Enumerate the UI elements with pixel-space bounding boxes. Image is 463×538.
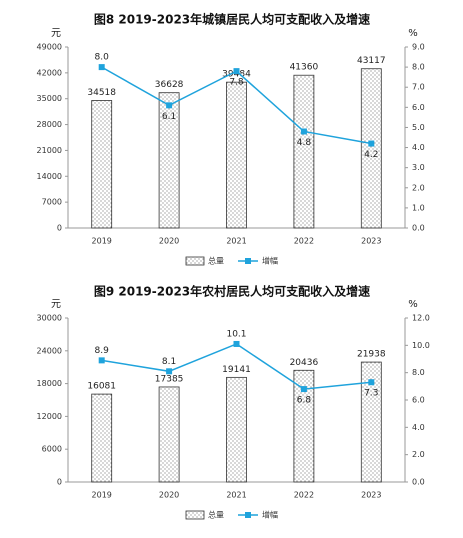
- growth-marker: [368, 140, 375, 147]
- y-tick-label: 0: [57, 478, 62, 487]
- growth-marker: [98, 357, 105, 364]
- y-tick-label: 12000: [37, 412, 62, 421]
- bar-value-label: 39484: [222, 70, 251, 80]
- y2-tick-label: 10.0: [412, 341, 430, 350]
- y2-axis-label: %: [408, 28, 418, 39]
- y2-tick-label: 2.0: [412, 450, 425, 459]
- x-tick-label: 2023: [361, 491, 381, 500]
- bar: [158, 386, 180, 483]
- y-tick-label: 6000: [42, 445, 62, 454]
- bar: [360, 68, 382, 229]
- bar-value-label: 43117: [357, 56, 386, 66]
- legend-swatch: [185, 256, 205, 266]
- y-tick-label: 30000: [37, 314, 62, 323]
- y-tick-label: 14000: [37, 172, 62, 181]
- growth-value-label: 6.8: [297, 396, 312, 406]
- y2-tick-label: 5.0: [412, 123, 425, 132]
- growth-value-label: 6.1: [162, 112, 176, 122]
- y-tick-label: 0: [57, 224, 62, 233]
- bar-value-label: 20436: [290, 358, 319, 368]
- y-axis-label: 元: [51, 28, 61, 39]
- growth-value-label: 8.9: [95, 346, 110, 356]
- bar: [158, 92, 180, 229]
- growth-marker: [166, 102, 173, 109]
- x-tick-label: 2022: [294, 237, 314, 246]
- chart-title: 图9 2019-2023年农村居民人均可支配收入及增速: [94, 284, 370, 299]
- bar: [293, 369, 315, 483]
- y2-tick-label: 4.0: [412, 423, 425, 432]
- y2-tick-label: 4.0: [412, 143, 425, 152]
- bar: [226, 81, 247, 229]
- growth-marker: [166, 368, 173, 375]
- growth-value-label: 4.2: [364, 150, 378, 160]
- legend-marker: [245, 258, 251, 264]
- growth-value-label: 8.1: [162, 357, 176, 367]
- bar-value-label: 16081: [87, 382, 116, 392]
- y2-tick-label: 0.0: [412, 224, 425, 233]
- x-tick-label: 2022: [294, 491, 314, 500]
- bar: [91, 393, 113, 483]
- legend-label: 总量: [208, 256, 224, 266]
- bar-value-label: 41360: [290, 63, 319, 73]
- y-tick-label: 18000: [37, 379, 62, 388]
- y2-tick-label: 1.0: [412, 203, 425, 212]
- growth-marker: [233, 340, 240, 347]
- y-tick-label: 35000: [37, 94, 62, 103]
- chart-title: 图8 2019-2023年城镇居民人均可支配收入及增速: [94, 12, 370, 27]
- y2-tick-label: 8.0: [412, 63, 425, 72]
- x-tick-label: 2020: [159, 491, 179, 500]
- growth-marker: [368, 379, 375, 386]
- x-tick-label: 2019: [92, 491, 112, 500]
- growth-marker: [300, 386, 307, 393]
- bar: [91, 100, 113, 229]
- y-tick-label: 21000: [37, 146, 62, 155]
- legend-swatch: [185, 510, 205, 520]
- growth-value-label: 10.1: [226, 329, 246, 339]
- bar-value-label: 21938: [357, 350, 386, 360]
- growth-marker: [98, 64, 105, 71]
- y2-tick-label: 7.0: [412, 83, 425, 92]
- growth-marker: [233, 68, 240, 75]
- bar: [360, 361, 382, 483]
- y2-tick-label: 2.0: [412, 183, 425, 192]
- y-axis-label: 元: [51, 299, 61, 310]
- y-tick-label: 24000: [37, 346, 62, 355]
- y-tick-label: 42000: [37, 68, 62, 77]
- bar: [226, 376, 247, 483]
- x-tick-label: 2021: [226, 237, 246, 246]
- legend-marker: [245, 512, 251, 518]
- y2-tick-label: 9.0: [412, 43, 425, 52]
- y2-tick-label: 3.0: [412, 163, 425, 172]
- bar-value-label: 34518: [87, 88, 116, 98]
- growth-value-label: 7.3: [364, 389, 378, 399]
- growth-value-label: 4.8: [297, 138, 312, 148]
- x-tick-label: 2023: [361, 237, 381, 246]
- x-tick-label: 2021: [226, 491, 246, 500]
- y2-axis-label: %: [408, 299, 418, 310]
- growth-marker: [300, 128, 307, 135]
- bar-value-label: 17385: [155, 374, 184, 384]
- x-tick-label: 2020: [159, 237, 179, 246]
- legend-label: 总量: [208, 510, 224, 520]
- y-tick-label: 49000: [37, 43, 62, 52]
- y-tick-label: 7000: [42, 198, 62, 207]
- y2-tick-label: 12.0: [412, 314, 430, 323]
- growth-value-label: 8.0: [95, 53, 110, 63]
- y2-tick-label: 6.0: [412, 103, 425, 112]
- y-tick-label: 28000: [37, 120, 62, 129]
- bar-value-label: 36628: [155, 80, 184, 90]
- legend-label: 增幅: [262, 510, 278, 520]
- y2-tick-label: 0.0: [412, 478, 425, 487]
- bar: [293, 74, 315, 229]
- x-tick-label: 2019: [92, 237, 112, 246]
- growth-value-label: 7.8: [229, 78, 244, 88]
- bar-value-label: 19141: [222, 365, 251, 375]
- y2-tick-label: 6.0: [412, 396, 425, 405]
- y2-tick-label: 8.0: [412, 368, 425, 377]
- legend-label: 增幅: [262, 256, 278, 266]
